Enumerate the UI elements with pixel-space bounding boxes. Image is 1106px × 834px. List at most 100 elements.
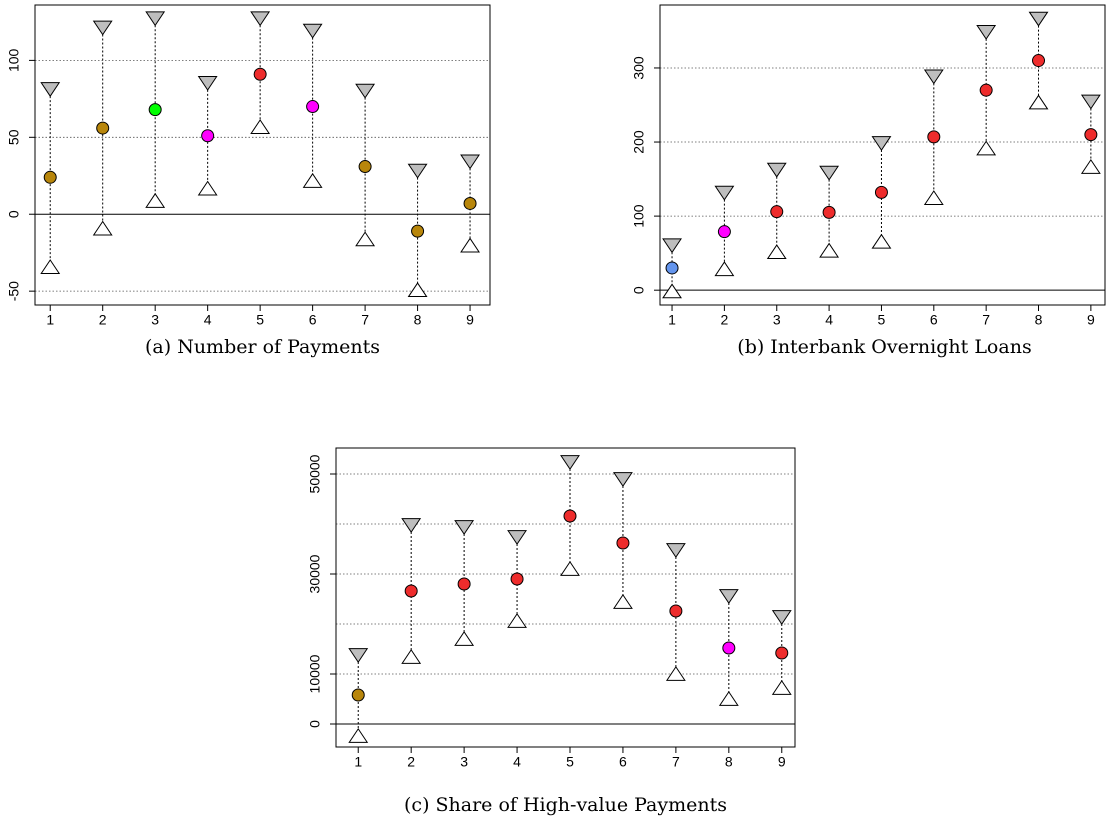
estimate-point [979, 83, 993, 97]
estimate-point [616, 536, 630, 550]
x-tick-label: 4 [513, 754, 521, 770]
lower-marker [1028, 94, 1049, 110]
y-tick-label: 300 [631, 56, 647, 80]
estimate-point [148, 103, 162, 117]
estimate-point [563, 509, 577, 523]
upper-marker [560, 455, 580, 471]
lower-marker [923, 190, 944, 205]
lower-marker [302, 172, 323, 188]
lower-marker [401, 648, 422, 664]
lower-marker [871, 233, 892, 249]
y-tick-label: 100 [6, 48, 22, 72]
lower-marker [250, 119, 271, 134]
upper-marker [662, 238, 682, 254]
estimate-point [201, 129, 215, 143]
estimate-point [404, 584, 418, 598]
x-tick-label: 6 [930, 312, 938, 328]
lower-marker [718, 690, 739, 706]
plot-frame [659, 4, 1106, 306]
y-tick-label: 0 [307, 720, 323, 728]
lower-marker [348, 727, 369, 743]
upper-marker [250, 11, 271, 27]
upper-marker [507, 530, 527, 546]
estimate-point [717, 225, 731, 239]
lower-marker [771, 679, 792, 695]
x-tick-label: 4 [825, 312, 833, 328]
x-tick-label: 8 [1035, 312, 1043, 328]
estimate-point [253, 67, 267, 81]
x-tick-label: 3 [773, 312, 781, 328]
x-tick-label: 6 [619, 754, 627, 770]
x-tick-label: 7 [361, 312, 369, 328]
upper-marker [1028, 11, 1049, 27]
plot-frame [335, 447, 796, 748]
lower-marker [665, 665, 686, 681]
x-tick-label: 2 [720, 312, 728, 328]
lower-marker [819, 242, 840, 258]
x-tick-label: 3 [151, 312, 159, 328]
upper-marker [923, 69, 944, 85]
estimate-point [358, 160, 372, 174]
y-tick-label: 30000 [307, 554, 323, 593]
lower-marker [613, 593, 633, 609]
x-tick-label: 7 [672, 754, 680, 770]
upper-marker [454, 520, 475, 536]
upper-marker [348, 648, 369, 664]
x-tick-label: 8 [725, 754, 733, 770]
upper-marker [871, 136, 892, 152]
upper-marker [92, 20, 113, 36]
x-tick-label: 3 [460, 754, 468, 770]
caption: (b) Interbank Overnight Loans [737, 336, 1031, 358]
upper-marker [766, 162, 787, 178]
upper-marker [401, 518, 422, 534]
estimate-point [96, 121, 110, 135]
estimate-point [351, 688, 365, 702]
upper-marker [460, 154, 480, 170]
upper-marker [665, 543, 686, 559]
x-tick-label: 9 [466, 312, 474, 328]
y-tick-label: 100 [631, 204, 647, 228]
upper-marker [714, 185, 735, 201]
y-tick-label: 0 [6, 210, 22, 218]
plot-frame [34, 4, 491, 306]
lower-marker [976, 140, 997, 156]
lower-marker [454, 630, 475, 646]
x-tick-label: 8 [414, 312, 422, 328]
x-tick-label: 5 [878, 312, 886, 328]
lower-marker [355, 231, 376, 247]
upper-marker [819, 165, 840, 181]
x-tick-label: 1 [668, 312, 676, 328]
upper-marker [771, 610, 792, 626]
upper-marker [40, 82, 61, 98]
x-tick-label: 2 [99, 312, 107, 328]
estimate-point [770, 205, 784, 219]
lower-marker [1080, 158, 1101, 174]
estimate-point [457, 577, 471, 591]
upper-marker [302, 23, 323, 39]
estimate-point [510, 572, 524, 586]
estimate-point [1032, 54, 1046, 68]
x-tick-label: 9 [778, 754, 786, 770]
estimate-point [874, 185, 888, 199]
x-tick-label: 1 [354, 754, 362, 770]
estimate-point [775, 646, 789, 660]
lower-marker [560, 560, 580, 576]
x-tick-label: 5 [566, 754, 574, 770]
lower-marker [145, 192, 166, 208]
upper-marker [1080, 94, 1101, 110]
estimate-point [43, 170, 57, 184]
estimate-point [665, 261, 679, 275]
lower-marker [197, 180, 218, 196]
caption: (c) Share of High-value Payments [404, 794, 727, 816]
lower-marker [507, 612, 527, 628]
upper-marker [355, 83, 376, 99]
y-tick-label: -50 [6, 281, 22, 301]
x-tick-label: 9 [1087, 312, 1095, 328]
y-tick-label: 10000 [307, 654, 323, 693]
y-tick-label: 0 [631, 286, 647, 294]
x-tick-label: 6 [309, 312, 317, 328]
caption: (a) Number of Payments [145, 336, 380, 358]
estimate-point [463, 196, 477, 210]
estimate-point [927, 130, 941, 144]
